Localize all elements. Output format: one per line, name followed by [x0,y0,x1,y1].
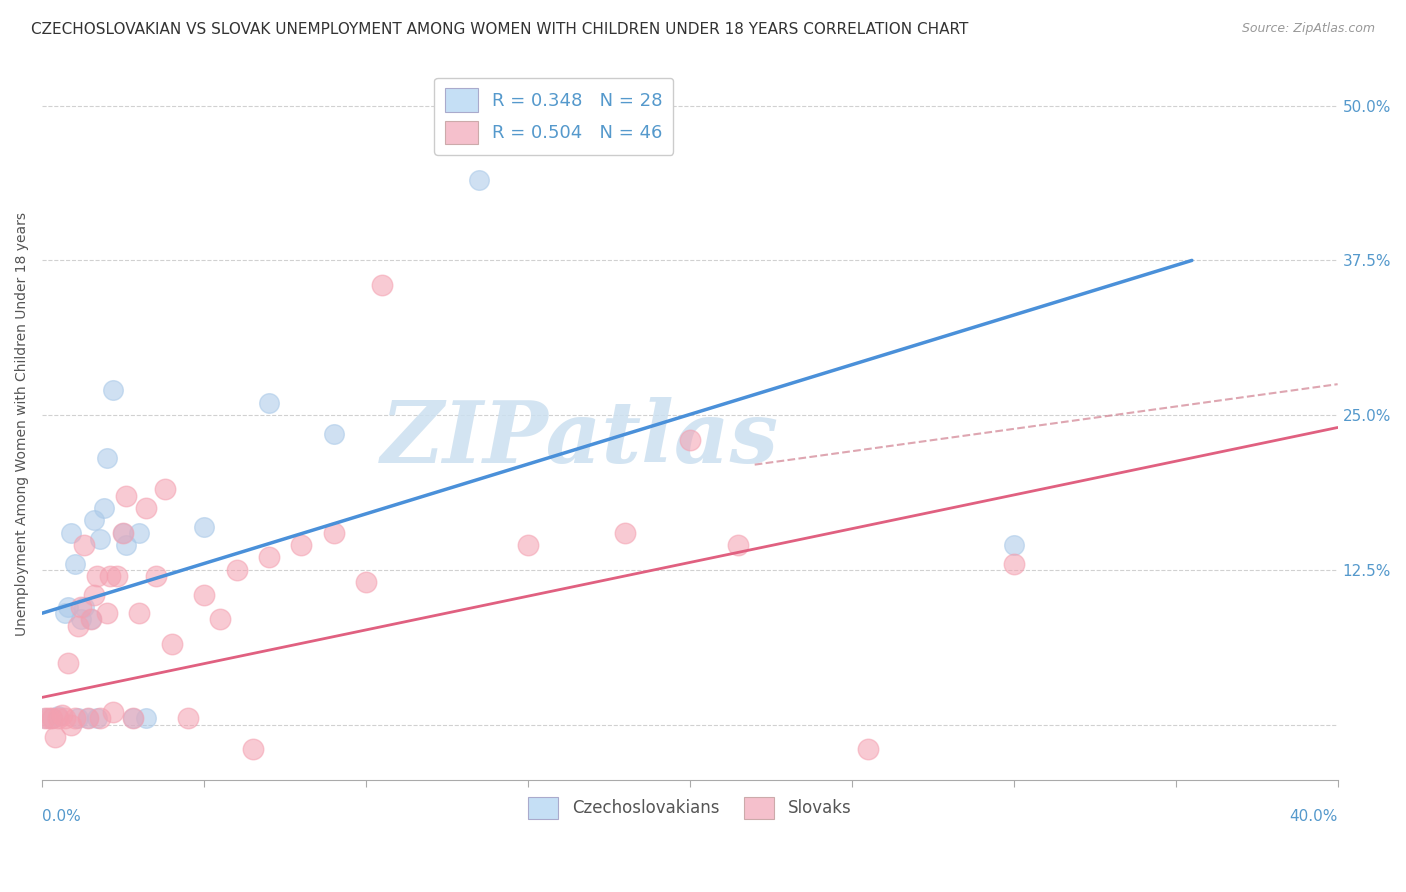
Point [60,525,83,540]
Point [135,500,157,515]
Point [96,606,118,620]
Point [122,711,145,725]
Text: ZIPatlas: ZIPatlas [381,397,779,481]
Point [63,711,86,725]
Point [242,742,264,756]
Point [122,711,145,725]
Point [66,711,89,725]
Point [145,569,167,583]
Point [89,711,111,725]
Point [73,538,96,552]
Point [128,606,150,620]
Point [468,173,491,187]
Point [70,612,93,626]
Point [44,730,66,744]
Point [70,599,93,614]
Point [135,711,157,725]
Point [322,525,344,540]
Point [34,711,56,725]
Point [80,612,103,626]
Point [66,618,89,632]
Point [614,525,637,540]
Point [86,711,108,725]
Point [83,513,105,527]
Point [257,550,280,565]
Point [53,711,76,725]
Point [105,569,128,583]
Point [290,538,312,552]
Point [257,396,280,410]
Point [193,519,215,533]
Point [322,426,344,441]
Point [193,588,215,602]
Point [48,711,70,725]
Y-axis label: Unemployment Among Women with Children Under 18 years: Unemployment Among Women with Children U… [15,212,30,636]
Point [517,538,540,552]
Point [112,525,135,540]
Text: 0.0%: 0.0% [42,809,82,824]
Point [177,711,200,725]
Point [56,599,79,614]
Point [34,711,56,725]
Point [155,483,177,497]
Point [83,588,105,602]
Point [41,711,63,725]
Legend: Czechoslovakians, Slovaks: Czechoslovakians, Slovaks [522,790,858,825]
Point [856,742,879,756]
Point [354,575,377,590]
Point [76,711,98,725]
Point [73,599,96,614]
Point [38,711,60,725]
Point [727,538,749,552]
Point [60,717,83,731]
Point [80,612,103,626]
Text: 40.0%: 40.0% [1289,809,1337,824]
Point [89,532,111,546]
Point [98,569,121,583]
Point [371,278,394,293]
Point [679,433,702,447]
Point [103,384,125,398]
Point [115,489,138,503]
Point [96,451,118,466]
Point [112,525,135,540]
Point [63,557,86,571]
Point [56,656,79,670]
Point [1002,557,1025,571]
Point [86,569,108,583]
Point [51,707,73,722]
Point [115,538,138,552]
Point [103,705,125,719]
Point [1002,538,1025,552]
Point [76,711,98,725]
Point [225,563,247,577]
Point [209,612,232,626]
Point [93,500,115,515]
Point [48,709,70,723]
Point [128,525,150,540]
Text: Source: ZipAtlas.com: Source: ZipAtlas.com [1241,22,1375,36]
Point [41,711,63,725]
Text: CZECHOSLOVAKIAN VS SLOVAK UNEMPLOYMENT AMONG WOMEN WITH CHILDREN UNDER 18 YEARS : CZECHOSLOVAKIAN VS SLOVAK UNEMPLOYMENT A… [31,22,969,37]
Point [53,606,76,620]
Point [160,637,183,651]
